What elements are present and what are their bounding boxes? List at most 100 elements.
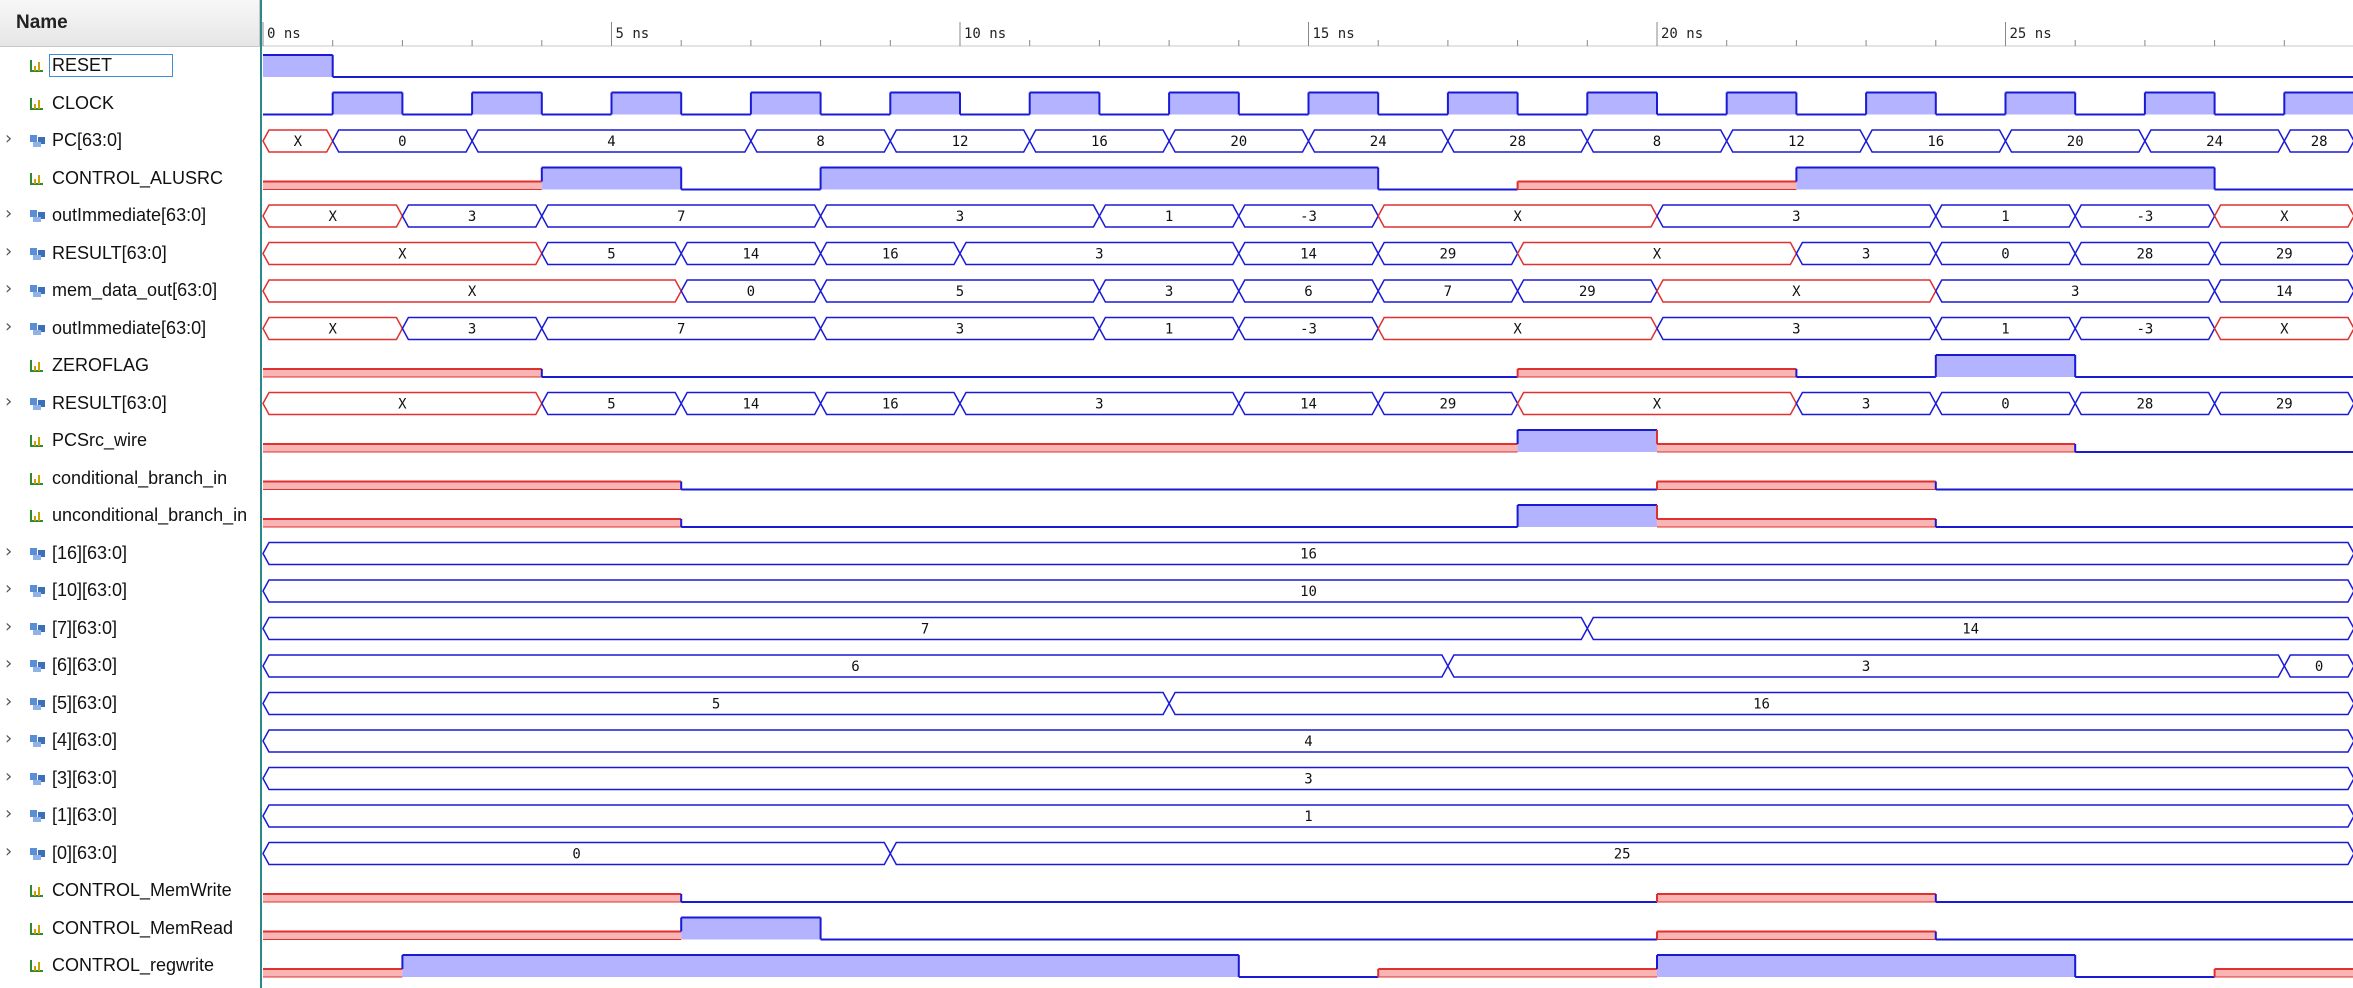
signal-name[interactable]: [5][63:0] bbox=[52, 692, 118, 713]
signal-row[interactable]: › [1][63:0] bbox=[0, 797, 260, 835]
signal-name[interactable]: ZEROFLAG bbox=[52, 355, 150, 375]
signal-row[interactable]: › RESULT[63:0] bbox=[0, 235, 260, 273]
bit-signal-icon bbox=[30, 60, 43, 72]
signal-name[interactable]: [3][63:0] bbox=[52, 767, 118, 788]
signal-row[interactable]: › [10][63:0] bbox=[0, 572, 260, 610]
signal-waveform[interactable]: X 5 14 16 3 14 29 X 3 0 28 29 bbox=[262, 241, 2353, 266]
signal-waveform[interactable]: 6 3 0 bbox=[262, 654, 2353, 678]
expand-chevron-icon[interactable]: › bbox=[5, 315, 13, 337]
expand-chevron-icon[interactable]: › bbox=[5, 765, 13, 787]
expand-chevron-icon[interactable]: › bbox=[5, 203, 13, 224]
signal-waveform[interactable]: X 3 7 3 1 -3 X 3 1 -3 X bbox=[262, 204, 2353, 228]
expand-chevron-icon[interactable]: › bbox=[5, 690, 13, 712]
signal-row[interactable]: CLOCK bbox=[0, 85, 260, 123]
signal-waveform[interactable]: 0 25 bbox=[262, 841, 2353, 866]
signal-waveform[interactable]: 1 bbox=[262, 804, 2353, 828]
signal-waveform[interactable] bbox=[263, 954, 2353, 978]
signal-name[interactable]: CLOCK bbox=[52, 92, 115, 113]
signal-row[interactable]: ZEROFLAG bbox=[0, 347, 260, 385]
signal-name[interactable]: [10][63:0] bbox=[52, 580, 128, 600]
signal-waveform[interactable]: 7 14 bbox=[262, 616, 2353, 641]
signal-name[interactable]: [7][63:0] bbox=[52, 617, 118, 638]
signal-waveform[interactable] bbox=[263, 893, 2353, 903]
signal-name[interactable]: CONTROL_ALUSRC bbox=[52, 167, 224, 188]
expand-chevron-icon[interactable]: › bbox=[5, 578, 13, 599]
expand-chevron-icon[interactable]: › bbox=[5, 128, 13, 149]
signal-waveform[interactable]: 4 bbox=[262, 729, 2353, 753]
signal-waveform[interactable] bbox=[263, 429, 2353, 453]
signal-waveform[interactable] bbox=[263, 916, 2353, 941]
signal-waveform[interactable] bbox=[263, 54, 2353, 78]
signal-row[interactable]: CONTROL_MemRead bbox=[0, 910, 260, 948]
expand-chevron-icon[interactable]: › bbox=[5, 840, 13, 862]
signal-name[interactable]: RESULT[63:0] bbox=[52, 392, 167, 413]
signal-name[interactable]: PC[63:0] bbox=[52, 130, 123, 150]
signal-waveform[interactable]: 16 bbox=[262, 541, 2353, 566]
signal-row[interactable]: CONTROL_MemWrite bbox=[0, 872, 260, 910]
expand-chevron-icon[interactable]: › bbox=[5, 240, 13, 262]
signal-row[interactable]: conditional_branch_in bbox=[0, 460, 260, 498]
signal-name[interactable]: RESULT[63:0] bbox=[52, 242, 167, 263]
signal-name[interactable]: RESET bbox=[48, 54, 174, 77]
signal-name[interactable]: PCSrc_wire bbox=[52, 430, 148, 450]
signal-row[interactable]: CONTROL_ALUSRC bbox=[0, 160, 260, 198]
expand-chevron-icon[interactable]: › bbox=[5, 615, 13, 637]
signal-name[interactable]: CONTROL_MemRead bbox=[52, 917, 234, 938]
signal-name[interactable]: [1][63:0] bbox=[52, 805, 118, 825]
signal-waveform[interactable] bbox=[263, 91, 2353, 116]
signal-name[interactable]: mem_data_out[63:0] bbox=[52, 280, 218, 300]
signal-waveform[interactable]: X 0 4 8 12 16 20 24 28 8 12 16 20 24 28 bbox=[262, 129, 2353, 153]
pane-divider[interactable] bbox=[260, 0, 262, 988]
signal-waveform[interactable]: X 3 7 3 1 -3 X 3 1 -3 X bbox=[262, 316, 2353, 341]
signal-name[interactable]: [4][63:0] bbox=[52, 730, 118, 750]
expand-chevron-icon[interactable]: › bbox=[5, 540, 13, 562]
time-ruler[interactable]: 0 ns 5 ns 10 ns 15 ns 20 ns 25 ns bbox=[262, 22, 2353, 47]
signal-name[interactable]: CONTROL_regwrite bbox=[52, 955, 215, 975]
signal-name[interactable]: outImmediate[63:0] bbox=[52, 205, 207, 225]
signal-waveform[interactable] bbox=[263, 504, 2353, 528]
signal-name[interactable]: CONTROL_MemWrite bbox=[52, 880, 232, 900]
signal-row[interactable]: › [0][63:0] bbox=[0, 835, 260, 873]
signal-waveform[interactable]: 3 bbox=[262, 766, 2353, 791]
signal-waveform[interactable] bbox=[263, 166, 2353, 191]
signal-name[interactable]: unconditional_branch_in bbox=[52, 505, 248, 525]
signal-row[interactable]: › [6][63:0] bbox=[0, 647, 260, 685]
bus-value: 14 bbox=[1300, 397, 1317, 413]
name-column-header[interactable]: Name bbox=[0, 0, 260, 47]
signal-waveform[interactable]: X 5 14 16 3 14 29 X 3 0 28 29 bbox=[262, 391, 2353, 416]
signal-name[interactable]: [16][63:0] bbox=[52, 542, 128, 563]
signal-row[interactable]: › [4][63:0] bbox=[0, 722, 260, 760]
expand-chevron-icon[interactable]: › bbox=[5, 653, 13, 674]
signal-name[interactable]: conditional_branch_in bbox=[52, 467, 228, 488]
signal-row[interactable]: CONTROL_regwrite bbox=[0, 947, 260, 985]
expand-chevron-icon[interactable]: › bbox=[5, 728, 13, 749]
expand-chevron-icon[interactable]: › bbox=[5, 390, 13, 412]
expand-chevron-icon[interactable]: › bbox=[5, 278, 13, 299]
bus-value: 3 bbox=[1792, 209, 1800, 225]
signal-name[interactable]: outImmediate[63:0] bbox=[52, 317, 207, 338]
bit-signal-icon bbox=[30, 922, 43, 935]
signal-name[interactable]: [0][63:0] bbox=[52, 842, 118, 863]
signal-row[interactable]: unconditional_branch_in bbox=[0, 497, 260, 535]
signal-waveform[interactable] bbox=[263, 354, 2353, 378]
signal-row[interactable]: › [7][63:0] bbox=[0, 610, 260, 648]
signal-waveform[interactable]: 10 bbox=[262, 579, 2353, 603]
signal-name[interactable]: [6][63:0] bbox=[52, 655, 118, 675]
signal-row[interactable]: › RESULT[63:0] bbox=[0, 385, 260, 423]
waveform-pane[interactable]: 0 ns 5 ns 10 ns 15 ns 20 ns 25 ns X 0 4 8 12 16 20 24… bbox=[262, 0, 2353, 988]
signal-waveform[interactable] bbox=[263, 480, 2353, 491]
signal-row[interactable]: › [5][63:0] bbox=[0, 685, 260, 723]
signal-row[interactable]: › [3][63:0] bbox=[0, 760, 260, 798]
signal-row[interactable]: › mem_data_out[63:0] bbox=[0, 272, 260, 310]
expand-chevron-icon[interactable]: › bbox=[5, 803, 13, 824]
signal-waveform[interactable]: 5 16 bbox=[262, 691, 2353, 716]
signal-row[interactable]: RESET bbox=[0, 47, 260, 85]
signal-row[interactable]: › [16][63:0] bbox=[0, 535, 260, 573]
signal-waveform[interactable]: X 0 5 3 6 7 29 X 3 14 bbox=[262, 279, 2353, 303]
signal-row[interactable]: › PC[63:0] bbox=[0, 122, 260, 160]
signal-row[interactable]: › outImmediate[63:0] bbox=[0, 197, 260, 235]
bus-value: 28 bbox=[1509, 134, 1526, 150]
signal-row[interactable]: PCSrc_wire bbox=[0, 422, 260, 460]
high-pulse bbox=[541, 167, 682, 190]
signal-row[interactable]: › outImmediate[63:0] bbox=[0, 310, 260, 348]
